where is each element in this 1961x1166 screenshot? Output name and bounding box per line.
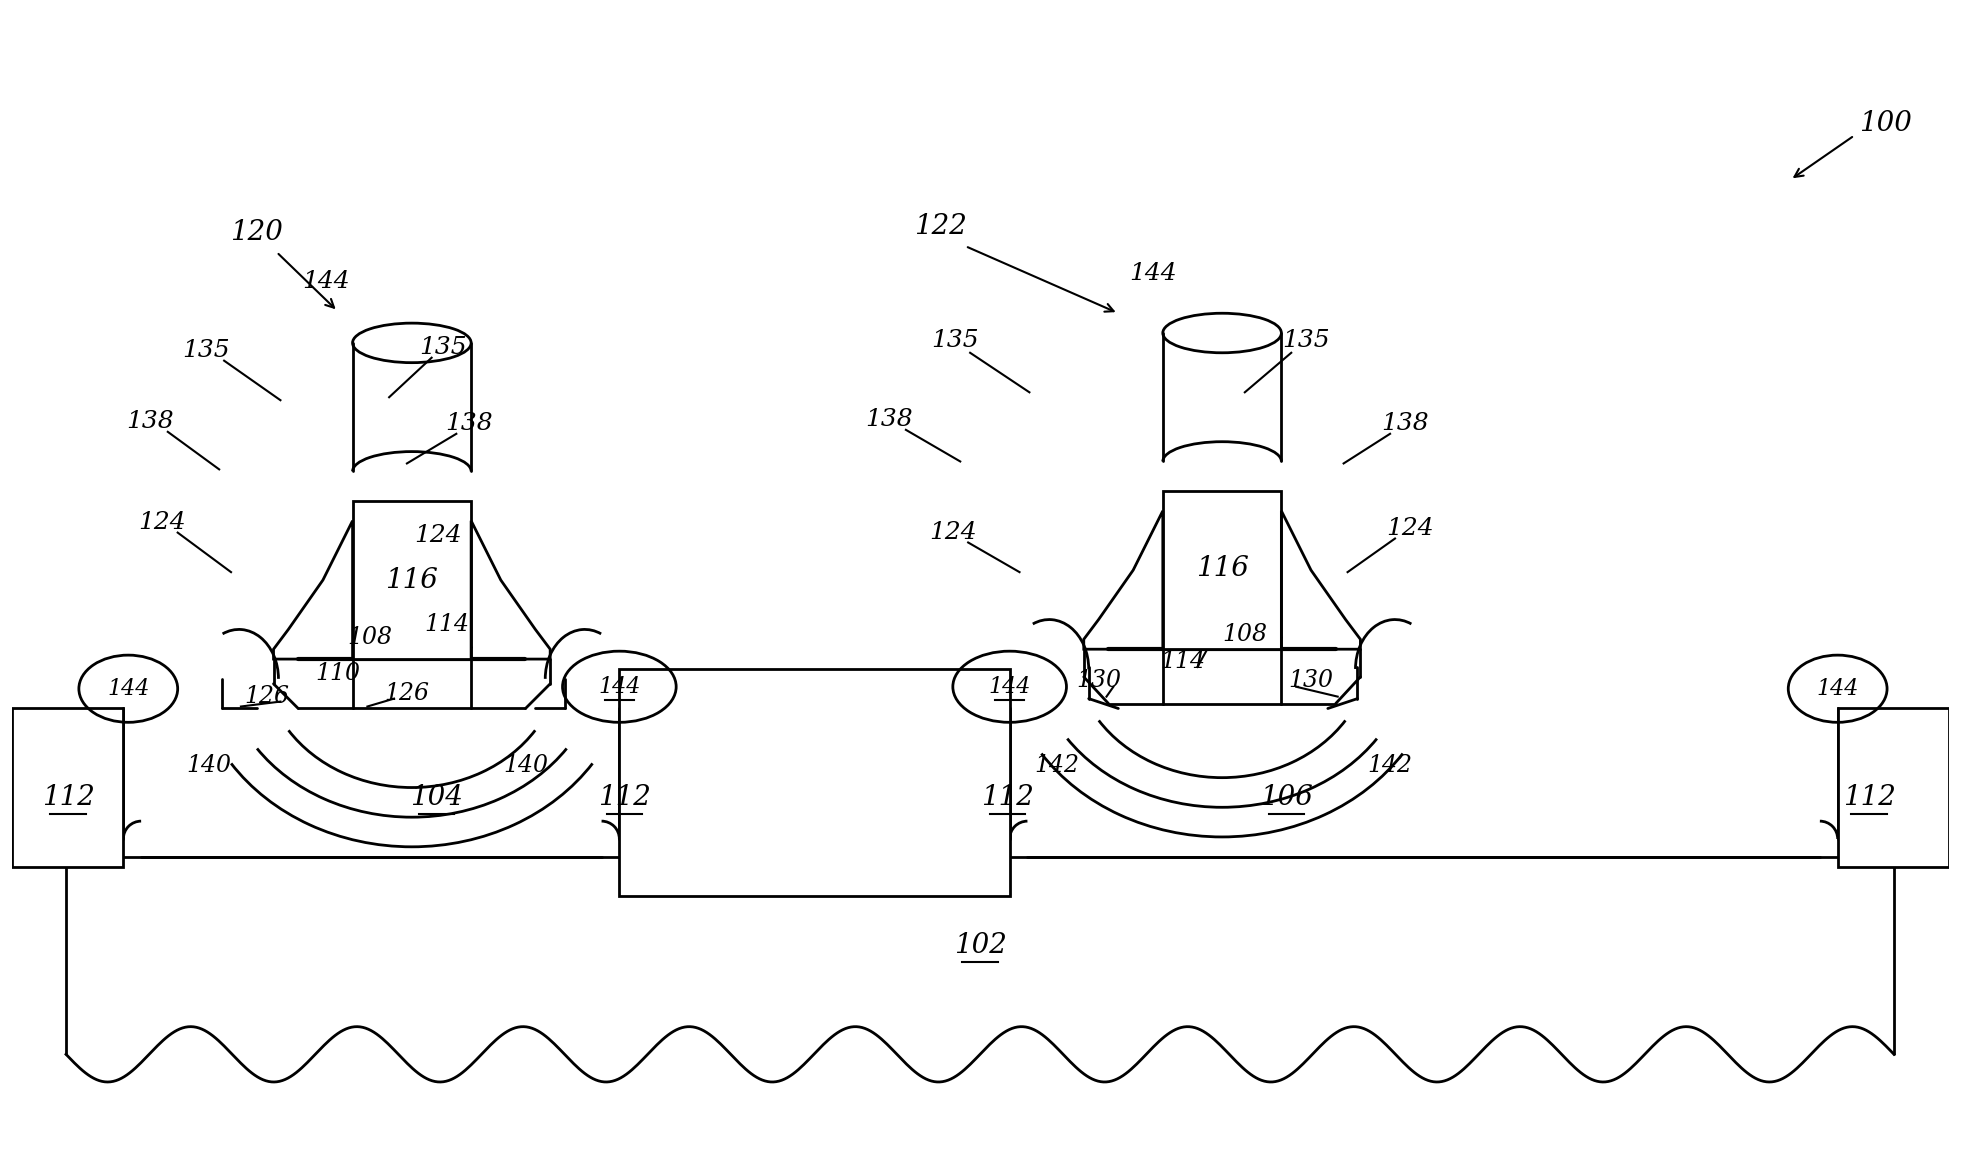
Text: 138: 138	[445, 413, 492, 435]
Text: 144: 144	[1816, 677, 1859, 700]
Text: 140: 140	[502, 754, 547, 778]
Text: 116: 116	[1196, 555, 1249, 582]
Text: 112: 112	[1843, 784, 1896, 810]
Text: 108: 108	[1222, 623, 1267, 646]
Text: 144: 144	[302, 271, 349, 293]
Text: 124: 124	[137, 511, 186, 534]
Text: 126: 126	[243, 686, 288, 708]
Text: 140: 140	[186, 754, 231, 778]
Text: 126: 126	[384, 682, 429, 705]
Bar	[620, 669, 1010, 897]
Text: 104: 104	[410, 784, 463, 810]
Bar	[12, 709, 124, 866]
Text: 135: 135	[931, 330, 979, 352]
Text: 112: 112	[598, 784, 651, 810]
Text: 114: 114	[424, 613, 469, 635]
Text: 116: 116	[386, 567, 439, 593]
Text: 114: 114	[1161, 649, 1206, 673]
Text: 102: 102	[953, 932, 1006, 960]
Bar	[1163, 491, 1281, 649]
Text: 135: 135	[420, 336, 467, 359]
Text: 108: 108	[347, 626, 392, 648]
Text: 138: 138	[1381, 413, 1430, 435]
Text: 144: 144	[598, 676, 641, 697]
Text: 130: 130	[1288, 669, 1333, 693]
Text: 112: 112	[41, 784, 94, 810]
Text: 100: 100	[1859, 110, 1912, 138]
Bar	[1837, 709, 1949, 866]
Text: 130: 130	[1077, 669, 1122, 693]
Text: 138: 138	[865, 408, 914, 431]
Text: 124: 124	[414, 524, 463, 547]
Text: 142: 142	[1035, 754, 1081, 778]
Text: 112: 112	[980, 784, 1033, 810]
Text: 106: 106	[1259, 784, 1312, 810]
Text: 144: 144	[988, 676, 1031, 697]
Text: 138: 138	[126, 410, 175, 434]
Text: 124: 124	[1386, 518, 1433, 540]
Text: 142: 142	[1367, 754, 1412, 778]
Text: 135: 135	[1282, 330, 1330, 352]
Text: 120: 120	[229, 219, 282, 246]
Text: 144: 144	[108, 677, 149, 700]
Text: 110: 110	[316, 662, 361, 686]
Text: 124: 124	[930, 521, 977, 545]
Text: 122: 122	[914, 213, 967, 240]
Bar	[353, 501, 471, 659]
Text: 135: 135	[182, 339, 229, 363]
Text: 144: 144	[1130, 262, 1177, 286]
